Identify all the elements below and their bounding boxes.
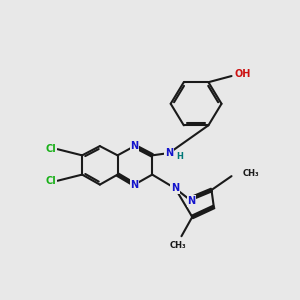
Text: CH₃: CH₃: [242, 169, 259, 178]
Text: Cl: Cl: [46, 144, 57, 154]
Text: N: N: [130, 180, 139, 190]
Text: N: N: [188, 196, 196, 206]
Text: N: N: [171, 184, 179, 194]
Text: Cl: Cl: [46, 176, 57, 186]
Text: H: H: [176, 152, 183, 161]
Text: CH₃: CH₃: [170, 241, 187, 250]
Text: N: N: [165, 148, 173, 158]
Text: N: N: [130, 141, 139, 151]
Text: OH: OH: [234, 69, 250, 79]
